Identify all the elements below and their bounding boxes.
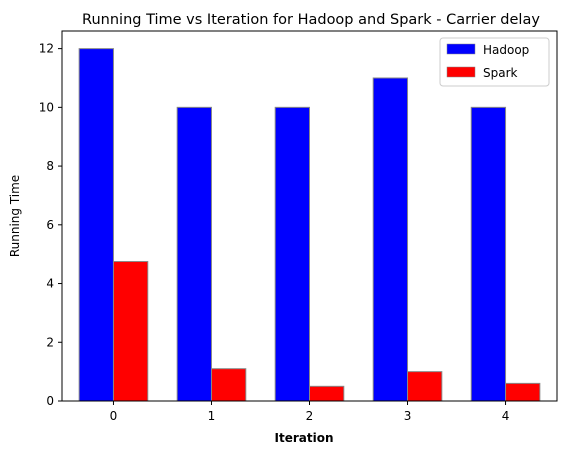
y-tick-label: 8 xyxy=(46,159,54,173)
bar-spark-1 xyxy=(210,368,247,402)
chart-title: Running Time vs Iteration for Hadoop and… xyxy=(82,12,540,28)
x-tick-label: 0 xyxy=(110,409,118,423)
x-tick-label: 3 xyxy=(404,409,412,423)
plot-frame xyxy=(61,30,558,402)
y-tick-label: 6 xyxy=(46,218,54,232)
y-tick-label: 4 xyxy=(46,277,54,291)
x-tick-label: 1 xyxy=(208,409,216,423)
bar-hadoop-0 xyxy=(78,48,114,402)
y-tick-label: 0 xyxy=(46,394,54,408)
y-axis-label: Running Time xyxy=(8,175,22,257)
y-tick-label: 2 xyxy=(46,335,54,349)
bar-hadoop-1 xyxy=(176,106,212,402)
x-tick-label: 2 xyxy=(306,409,314,423)
bar-hadoop-2 xyxy=(274,106,310,402)
bar-spark-0 xyxy=(112,261,149,402)
bar-spark-2 xyxy=(309,385,345,402)
x-axis-label: Iteration xyxy=(275,431,334,445)
bar-spark-4 xyxy=(505,382,541,402)
bar-spark-3 xyxy=(407,371,443,402)
bar-hadoop-3 xyxy=(372,77,409,402)
x-axis-ticks: 0 1 2 3 4 xyxy=(110,401,510,423)
legend: Hadoop Spark xyxy=(439,37,550,87)
legend-label-hadoop: Hadoop xyxy=(483,43,529,57)
legend-swatch-spark xyxy=(446,66,476,78)
y-tick-label: 10 xyxy=(39,100,54,114)
legend-swatch-hadoop xyxy=(446,43,476,55)
legend-label-spark: Spark xyxy=(483,66,518,80)
bars xyxy=(78,48,541,402)
y-axis-ticks: 0 2 4 6 8 10 12 xyxy=(39,42,62,408)
y-tick-label: 12 xyxy=(39,42,54,56)
bar-hadoop-4 xyxy=(470,106,507,402)
x-tick-label: 4 xyxy=(502,409,510,423)
